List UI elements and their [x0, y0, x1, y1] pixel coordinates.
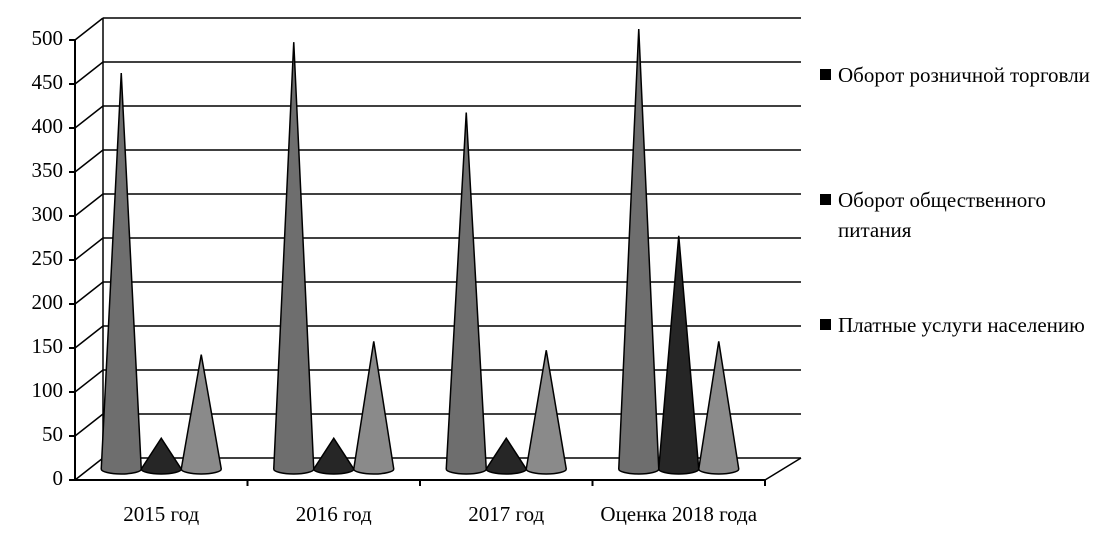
legend-label: Оборот розничной торговли: [838, 63, 1090, 87]
legend-label: Оборот общественного питания: [838, 188, 1046, 242]
x-tick-label: Оценка 2018 года: [600, 502, 758, 526]
cone: [140, 436, 183, 475]
grid-line: [74, 457, 104, 481]
y-tick-label: 250: [32, 246, 64, 270]
x-tick-label: 2017 год: [468, 502, 545, 526]
y-tick-label: 200: [32, 290, 64, 314]
y-tick-label: 400: [32, 114, 64, 138]
legend-swatch: [820, 319, 831, 330]
grid-line: [74, 369, 104, 393]
x-tick-label: 2016 год: [295, 502, 372, 526]
cone: [617, 28, 660, 475]
legend-entry: Оборот общественного питания: [820, 185, 1104, 245]
cone: [485, 436, 528, 475]
legend-swatch: [820, 194, 831, 205]
cone: [697, 341, 740, 475]
grid-line: [74, 61, 104, 85]
legend-label: Платные услуги населению: [838, 313, 1085, 337]
grid-line: [74, 413, 104, 437]
x-tick-label: 2015 год: [123, 502, 200, 526]
grid-line: [74, 17, 104, 41]
legend-entry: Платные услуги населению: [820, 310, 1104, 340]
legend-entry: Оборот розничной торговли: [820, 60, 1104, 90]
cone: [445, 112, 488, 475]
y-tick-label: 350: [32, 158, 64, 182]
grid-line: [74, 281, 104, 305]
cone: [657, 235, 700, 475]
grid-line: [74, 237, 104, 261]
cone: [180, 354, 223, 475]
cone: [272, 42, 315, 475]
y-tick-label: 150: [32, 334, 64, 358]
cone: [100, 72, 143, 475]
grid-line: [74, 149, 104, 173]
cone: [525, 350, 568, 475]
y-tick-label: 50: [42, 422, 63, 446]
cone: [352, 341, 395, 475]
y-tick-label: 500: [32, 26, 64, 50]
grid-line: [74, 105, 104, 129]
y-tick-label: 450: [32, 70, 64, 94]
y-tick-label: 300: [32, 202, 64, 226]
y-tick-label: 0: [53, 466, 64, 490]
grid-line: [74, 325, 104, 349]
legend-swatch: [820, 69, 831, 80]
grid-line: [74, 193, 104, 217]
y-tick-label: 100: [32, 378, 64, 402]
cone: [312, 436, 355, 475]
floor-edge: [764, 457, 802, 481]
